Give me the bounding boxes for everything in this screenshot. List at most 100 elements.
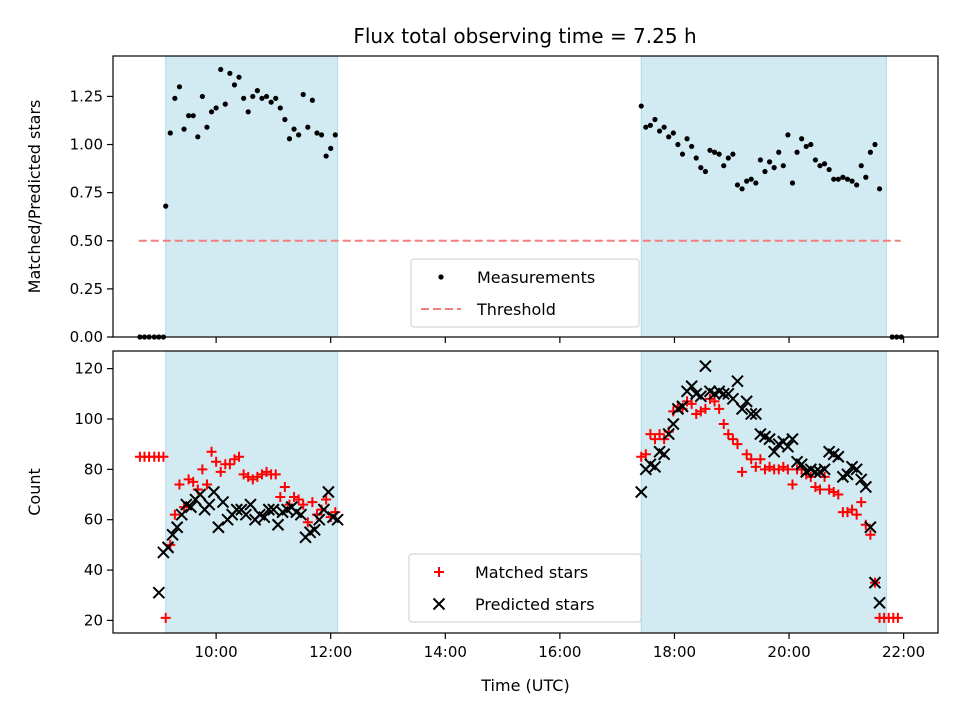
top-ytick-label-2: 0.25 xyxy=(70,280,103,298)
bottom-plus-point-42 xyxy=(321,494,332,505)
top-dot-point-71 xyxy=(757,157,763,163)
bottom-x-point-86 xyxy=(841,468,854,481)
bottom-plus-point-56 xyxy=(686,398,697,409)
top-dot-point-76 xyxy=(780,163,786,169)
bottom-plus-point-16 xyxy=(201,479,212,490)
top-dot-point-63 xyxy=(721,163,727,169)
top-dot-point-59 xyxy=(702,168,708,175)
top-dot-point-89 xyxy=(840,174,846,180)
top-dot-point-9 xyxy=(172,95,178,101)
bottom-xlabel: Time (UTC) xyxy=(480,676,569,695)
bottom-ytick-label-6: 120 xyxy=(74,360,103,378)
top-ytick-label-4: 0.75 xyxy=(70,184,103,202)
bottom-x-point-76 xyxy=(795,458,808,471)
top-dot-point-20 xyxy=(222,101,228,107)
top-dot-point-53 xyxy=(675,141,681,148)
bottom-x-point-14 xyxy=(212,521,225,534)
top-shaded-interval-2 xyxy=(640,55,887,338)
top-dot-point-84 xyxy=(817,163,823,169)
bottom-plus-point-32 xyxy=(275,492,286,503)
bottom-x-point-54 xyxy=(694,390,708,403)
top-dot-point-75 xyxy=(776,149,782,155)
top-dot-point-47 xyxy=(647,122,653,128)
top-dot-point-72 xyxy=(762,168,768,175)
top-dot-point-44 xyxy=(332,132,338,138)
bottom-plus-point-49 xyxy=(654,429,665,440)
top-ytick-label-6: 1.25 xyxy=(70,87,103,105)
bottom-x-point-73 xyxy=(781,440,795,453)
top-dot-point-49 xyxy=(656,128,663,134)
top-dot-point-7 xyxy=(163,203,169,209)
top-dot-point-32 xyxy=(277,105,283,111)
bottom-x-point-27 xyxy=(271,518,285,531)
bottom-ytick-label-1: 20 xyxy=(84,611,103,629)
bottom-plus-point-71 xyxy=(755,454,766,465)
bottom-ytick-label-2: 40 xyxy=(84,561,103,579)
bottom-plus-point-70 xyxy=(750,461,761,472)
top-dot-point-52 xyxy=(670,130,676,136)
top-dot-point-42 xyxy=(323,153,329,159)
bottom-x-point-32 xyxy=(294,508,308,521)
bottom-x-point-12 xyxy=(203,498,216,511)
top-dot-point-86 xyxy=(826,166,832,173)
top-dot-point-36 xyxy=(296,132,302,138)
top-dot-point-28 xyxy=(259,95,265,101)
bottom-x-point-50 xyxy=(676,400,689,413)
bottom-plus-point-37 xyxy=(298,499,309,510)
top-dot-point-18 xyxy=(213,105,219,111)
bottom-legend-marker-1 xyxy=(434,567,444,577)
bottom-ytick-label-5: 100 xyxy=(74,410,103,428)
top-dot-point-23 xyxy=(236,74,242,80)
top-dot-point-83 xyxy=(812,157,818,163)
top-dot-point-37 xyxy=(300,91,306,98)
top-legend-box xyxy=(410,258,640,328)
top-dot-point-24 xyxy=(241,95,247,101)
bottom-plus-point-15 xyxy=(197,464,208,475)
bottom-plus-point-88 xyxy=(833,489,844,500)
bottom-x-point-18 xyxy=(230,503,243,516)
bottom-x-point-15 xyxy=(216,495,230,509)
bottom-x-point-13 xyxy=(207,485,221,499)
bottom-x-point-10 xyxy=(193,488,207,501)
bottom-x-point-44 xyxy=(648,460,662,474)
top-dot-point-33 xyxy=(282,116,288,123)
bottom-panel: 20 40 60 80 100 120 10:00 12:00 14:00 16:00 18:00 2… xyxy=(25,350,939,695)
top-dot-point-21 xyxy=(227,70,233,76)
top-dot-point-82 xyxy=(808,141,814,148)
top-dot-point-79 xyxy=(794,149,800,155)
top-dot-point-87 xyxy=(831,176,837,182)
bottom-plus-point-66 xyxy=(732,439,743,450)
top-dot-point-95 xyxy=(867,149,873,155)
top-dot-point-74 xyxy=(771,165,777,171)
top-dot-point-80 xyxy=(799,136,805,142)
bottom-plus-point-47 xyxy=(645,429,656,440)
bottom-xtick-label-4: 16:00 xyxy=(538,643,581,661)
bottom-axes-frame xyxy=(112,350,939,634)
top-dot-point-70 xyxy=(753,180,759,186)
bottom-x-point-40 xyxy=(331,513,344,526)
top-dot-point-57 xyxy=(693,155,699,161)
top-dot-point-88 xyxy=(835,176,841,182)
bottom-plus-point-63 xyxy=(718,419,729,430)
bottom-xtick-label-3: 14:00 xyxy=(424,643,467,661)
top-dot-point-64 xyxy=(725,155,731,161)
bottom-plus-point-39 xyxy=(307,497,318,508)
top-dot-point-60 xyxy=(707,147,713,153)
bottom-plus-point-31 xyxy=(270,469,281,480)
bottom-plus-point-6 xyxy=(158,451,169,462)
top-axes-frame xyxy=(112,55,939,338)
bottom-x-point-81 xyxy=(818,463,831,476)
top-dot-point-81 xyxy=(803,143,809,150)
bottom-plus-point-46 xyxy=(640,449,651,460)
top-dot-point-15 xyxy=(199,93,205,100)
top-dot-point-17 xyxy=(208,109,215,115)
bottom-x-point-91 xyxy=(864,521,877,534)
bottom-x-point-88 xyxy=(850,463,863,476)
bottom-shaded-interval-1 xyxy=(165,350,339,634)
top-dot-point-97 xyxy=(876,186,883,192)
bottom-x-point-66 xyxy=(749,407,763,421)
top-dot-point-94 xyxy=(863,174,869,180)
bottom-x-point-6 xyxy=(175,508,188,521)
